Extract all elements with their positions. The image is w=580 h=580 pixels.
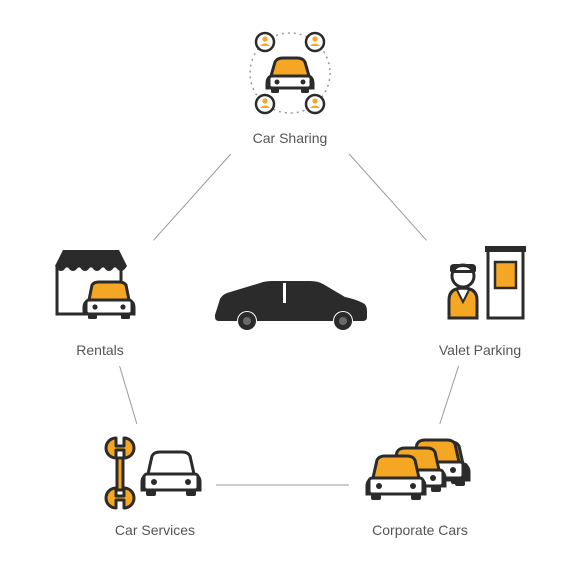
center-car-node — [205, 265, 375, 335]
car-sharing-label: Car Sharing — [235, 130, 345, 146]
car-sharing-node: Car Sharing — [235, 28, 345, 146]
car-services-node: Car Services — [100, 430, 210, 538]
corporate-cars-label: Corporate Cars — [355, 522, 485, 538]
rentals-icon — [53, 240, 148, 330]
corporate-cars-icon — [355, 430, 485, 510]
rentals-label: Rentals — [53, 342, 148, 358]
valet-parking-label: Valet Parking — [433, 342, 528, 358]
valet-parking-icon — [433, 240, 528, 330]
valet-parking-node: Valet Parking — [433, 240, 528, 358]
car-services-icon — [100, 430, 210, 510]
diagram-canvas: Car Sharing Valet Parking — [0, 0, 580, 580]
corporate-cars-node: Corporate Cars — [355, 430, 485, 538]
rentals-node: Rentals — [53, 240, 148, 358]
car-sharing-icon — [235, 28, 345, 118]
car-services-label: Car Services — [100, 522, 210, 538]
car-silhouette-icon — [205, 265, 375, 335]
